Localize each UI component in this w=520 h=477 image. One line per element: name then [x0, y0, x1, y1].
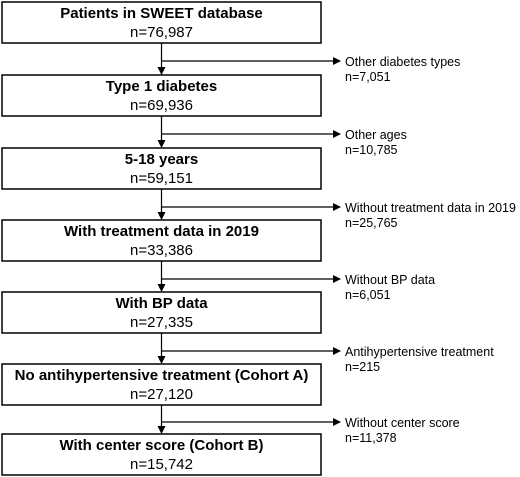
exclusion-note-other-ages: Other ages n=10,785: [345, 128, 407, 157]
step-box-type1: Type 1 diabetes n=69,936: [1, 74, 322, 117]
step-count: n=59,151: [130, 170, 193, 187]
exclusion-label: Other diabetes types: [345, 55, 460, 69]
exclusion-arrows: [161, 57, 341, 426]
exclusion-note-antihypertensive: Antihypertensive treatment n=215: [345, 345, 494, 374]
step-count: n=69,936: [130, 97, 193, 114]
step-count: n=27,120: [130, 386, 193, 403]
step-count: n=27,335: [130, 314, 193, 331]
exclusion-count: n=25,765: [345, 216, 398, 230]
exclusion-label: Without center score: [345, 416, 460, 430]
exclusion-note-other-diabetes: Other diabetes types n=7,051: [345, 55, 460, 84]
step-title: Type 1 diabetes: [106, 78, 217, 95]
step-box-bp: With BP data n=27,335: [1, 291, 322, 334]
step-box-database: Patients in SWEET database n=76,987: [1, 1, 322, 44]
step-count: n=76,987: [130, 24, 193, 41]
step-box-cohort-b: With center score (Cohort B) n=15,742: [1, 433, 322, 476]
step-box-treatment: With treatment data in 2019 n=33,386: [1, 219, 322, 262]
step-count: n=15,742: [130, 456, 193, 473]
step-title: 5-18 years: [125, 151, 198, 168]
exclusion-note-no-center-score: Without center score n=11,378: [345, 416, 460, 445]
exclusion-count: n=7,051: [345, 70, 391, 84]
exclusion-label: Other ages: [345, 128, 407, 142]
exclusion-count: n=10,785: [345, 143, 398, 157]
step-box-cohort-a: No antihypertensive treatment (Cohort A)…: [1, 363, 322, 406]
step-title: With BP data: [115, 295, 208, 312]
step-title: Patients in SWEET database: [60, 5, 263, 22]
step-count: n=33,386: [130, 242, 193, 259]
step-title: No antihypertensive treatment (Cohort A): [15, 367, 309, 384]
step-title: With center score (Cohort B): [59, 437, 263, 454]
step-title: With treatment data in 2019: [64, 223, 259, 240]
exclusion-label: Without BP data: [345, 273, 435, 287]
exclusion-note-no-treatment: Without treatment data in 2019 n=25,765: [345, 201, 516, 230]
exclusion-count: n=215: [345, 360, 380, 374]
step-box-age: 5-18 years n=59,151: [1, 147, 322, 190]
exclusion-label: Antihypertensive treatment: [345, 345, 494, 359]
exclusion-note-no-bp: Without BP data n=6,051: [345, 273, 435, 302]
exclusion-label: Without treatment data in 2019: [345, 201, 516, 215]
exclusion-count: n=6,051: [345, 288, 391, 302]
exclusion-count: n=11,378: [345, 431, 397, 445]
